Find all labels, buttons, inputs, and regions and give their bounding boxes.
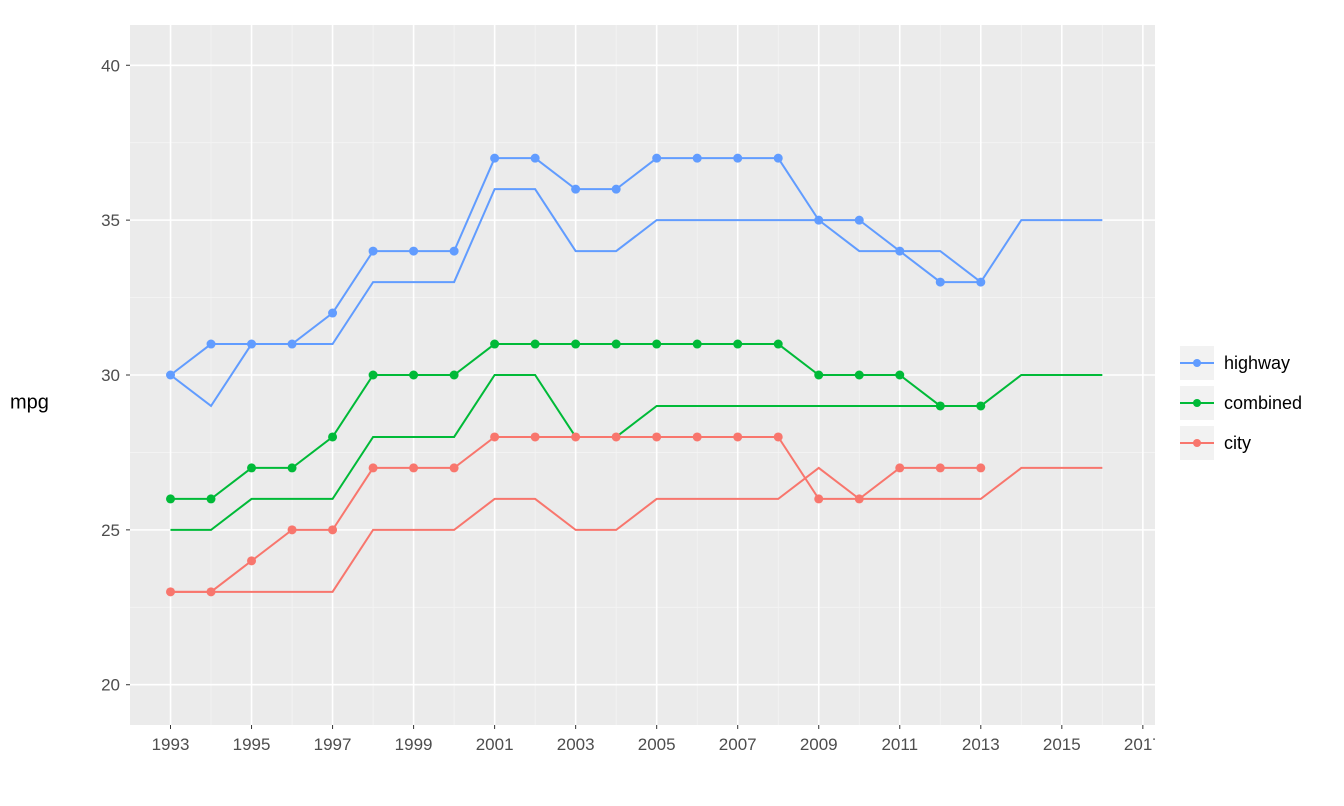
series-marker-combined <box>733 340 742 349</box>
legend-dot-icon <box>1193 359 1201 367</box>
legend: highway combined city <box>1180 340 1302 466</box>
series-marker-city <box>936 463 945 472</box>
series-marker-combined <box>774 340 783 349</box>
series-marker-city <box>895 463 904 472</box>
series-marker-combined <box>612 340 621 349</box>
series-marker-combined <box>814 371 823 380</box>
series-marker-city <box>571 432 580 441</box>
series-marker-combined <box>693 340 702 349</box>
series-marker-city <box>490 432 499 441</box>
series-marker-highway <box>936 278 945 287</box>
series-marker-combined <box>166 494 175 503</box>
series-marker-highway <box>814 216 823 225</box>
y-axis-label: mpg <box>10 392 49 415</box>
legend-key <box>1180 346 1214 380</box>
series-marker-highway <box>895 247 904 256</box>
legend-label: combined <box>1224 393 1302 414</box>
series-marker-highway <box>693 154 702 163</box>
series-marker-city <box>207 587 216 596</box>
chart-plot-area: 20 25 30 35 40 1993 1995 1997 1999 2001 2003 2005 20… <box>80 20 1155 795</box>
series-marker-city <box>976 463 985 472</box>
series-marker-city <box>288 525 297 534</box>
chart-container: mpg 202530354019931995199719992001200320… <box>0 0 1344 806</box>
series-marker-city <box>612 432 621 441</box>
series-marker-highway <box>369 247 378 256</box>
x-tick-label: 2015 <box>1043 735 1081 754</box>
legend-item-highway: highway <box>1180 346 1302 380</box>
legend-label: highway <box>1224 353 1290 374</box>
legend-item-combined: combined <box>1180 386 1302 420</box>
series-marker-combined <box>531 340 540 349</box>
series-marker-city <box>531 432 540 441</box>
x-tick-label: 1995 <box>233 735 271 754</box>
series-marker-combined <box>328 432 337 441</box>
series-marker-highway <box>207 340 216 349</box>
series-marker-highway <box>490 154 499 163</box>
y-tick-label: 20 <box>101 676 120 695</box>
series-marker-combined <box>369 371 378 380</box>
series-marker-combined <box>409 371 418 380</box>
legend-item-city: city <box>1180 426 1302 460</box>
series-marker-city <box>369 463 378 472</box>
series-marker-combined <box>855 371 864 380</box>
y-tick-label: 30 <box>101 366 120 385</box>
x-tick-label: 2017 <box>1124 735 1155 754</box>
series-marker-highway <box>855 216 864 225</box>
series-marker-combined <box>936 401 945 410</box>
series-marker-highway <box>571 185 580 194</box>
series-marker-combined <box>490 340 499 349</box>
series-marker-highway <box>774 154 783 163</box>
series-marker-combined <box>895 371 904 380</box>
x-tick-label: 2001 <box>476 735 514 754</box>
x-tick-label: 2007 <box>719 735 757 754</box>
series-marker-city <box>328 525 337 534</box>
series-marker-highway <box>976 278 985 287</box>
x-tick-label: 2013 <box>962 735 1000 754</box>
y-tick-label: 35 <box>101 211 120 230</box>
series-marker-highway <box>247 340 256 349</box>
series-marker-highway <box>450 247 459 256</box>
x-tick-label: 2003 <box>557 735 595 754</box>
series-marker-city <box>814 494 823 503</box>
series-marker-city <box>855 494 864 503</box>
series-marker-city <box>652 432 661 441</box>
series-marker-highway <box>531 154 540 163</box>
series-marker-combined <box>288 463 297 472</box>
series-marker-combined <box>247 463 256 472</box>
series-marker-highway <box>409 247 418 256</box>
series-marker-highway <box>612 185 621 194</box>
series-marker-highway <box>652 154 661 163</box>
legend-label: city <box>1224 433 1251 454</box>
legend-dot-icon <box>1193 399 1201 407</box>
legend-dot-icon <box>1193 439 1201 447</box>
x-tick-label: 2011 <box>881 735 918 754</box>
series-marker-highway <box>288 340 297 349</box>
series-marker-highway <box>166 371 175 380</box>
series-marker-combined <box>571 340 580 349</box>
x-tick-label: 1999 <box>395 735 433 754</box>
y-tick-label: 40 <box>101 56 120 75</box>
x-tick-label: 1997 <box>314 735 352 754</box>
series-marker-highway <box>733 154 742 163</box>
series-marker-city <box>450 463 459 472</box>
series-marker-city <box>409 463 418 472</box>
x-tick-label: 2005 <box>638 735 676 754</box>
series-marker-city <box>166 587 175 596</box>
series-marker-city <box>733 432 742 441</box>
series-marker-city <box>693 432 702 441</box>
series-marker-combined <box>652 340 661 349</box>
series-marker-city <box>247 556 256 565</box>
series-marker-city <box>774 432 783 441</box>
series-marker-highway <box>328 309 337 318</box>
series-marker-combined <box>450 371 459 380</box>
legend-key <box>1180 386 1214 420</box>
series-marker-combined <box>207 494 216 503</box>
legend-key <box>1180 426 1214 460</box>
chart-svg: 20 25 30 35 40 1993 1995 1997 1999 2001 2003 2005 20… <box>80 20 1155 795</box>
x-tick-label: 1993 <box>152 735 190 754</box>
series-marker-combined <box>976 401 985 410</box>
y-tick-label: 25 <box>101 521 120 540</box>
x-tick-label: 2009 <box>800 735 838 754</box>
